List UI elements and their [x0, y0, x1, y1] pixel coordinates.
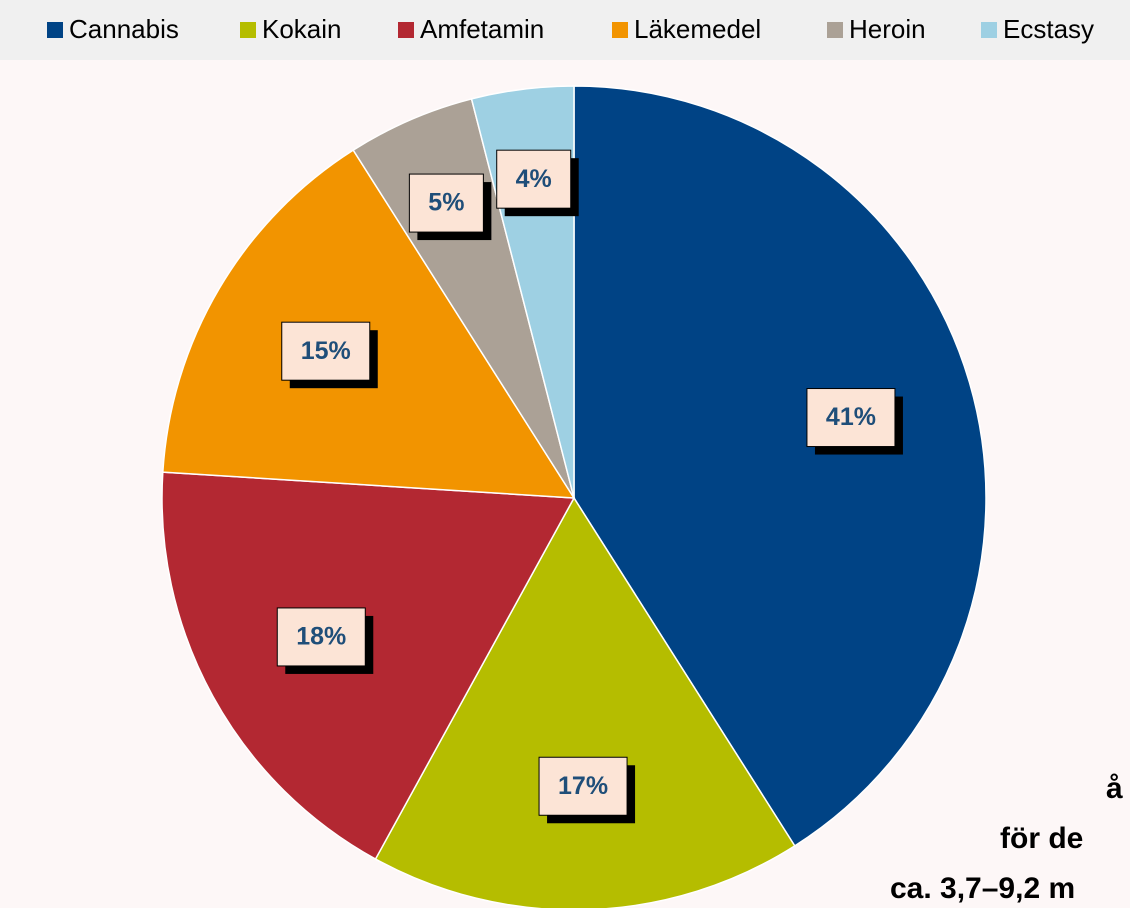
slice: [374, 496, 796, 908]
data-label: 18%: [296, 623, 346, 651]
label-box: [408, 173, 484, 233]
annotation: å: [1106, 772, 1123, 805]
label-box: [281, 321, 371, 381]
legend-band: [0, 0, 1130, 60]
legend: Cannabis Kokain Amfetamin Läkemedel Heroin Ec…: [47, 14, 1094, 44]
data-label: 15%: [301, 337, 351, 365]
data-label: 41%: [826, 403, 876, 431]
data-label: 5%: [428, 189, 464, 217]
legend-swatch: [398, 22, 414, 38]
legend-label: Heroin: [849, 14, 926, 44]
legend-label: Kokain: [262, 14, 342, 44]
label-box: [538, 756, 628, 816]
legend-swatch: [981, 22, 997, 38]
data-label: 4%: [516, 165, 552, 193]
legend-swatch: [240, 22, 256, 38]
labels: 41% 17% 18% 15% 5% 4%: [276, 149, 903, 824]
data-label: 17%: [558, 772, 608, 800]
label-box: [276, 607, 366, 667]
annotation: för de: [1000, 822, 1083, 855]
label-box: [496, 149, 572, 209]
legend-swatch: [612, 22, 628, 38]
legend-swatch: [47, 22, 63, 38]
legend-swatch: [827, 22, 843, 38]
slice: [573, 85, 987, 847]
legend-label: Amfetamin: [420, 14, 544, 44]
legend-label: Cannabis: [69, 14, 179, 44]
legend-label: Läkemedel: [634, 14, 761, 44]
annotation: ca. 3,7–9,2 m: [890, 872, 1075, 905]
label-box: [806, 388, 896, 448]
legend-label: Ecstasy: [1003, 14, 1094, 44]
